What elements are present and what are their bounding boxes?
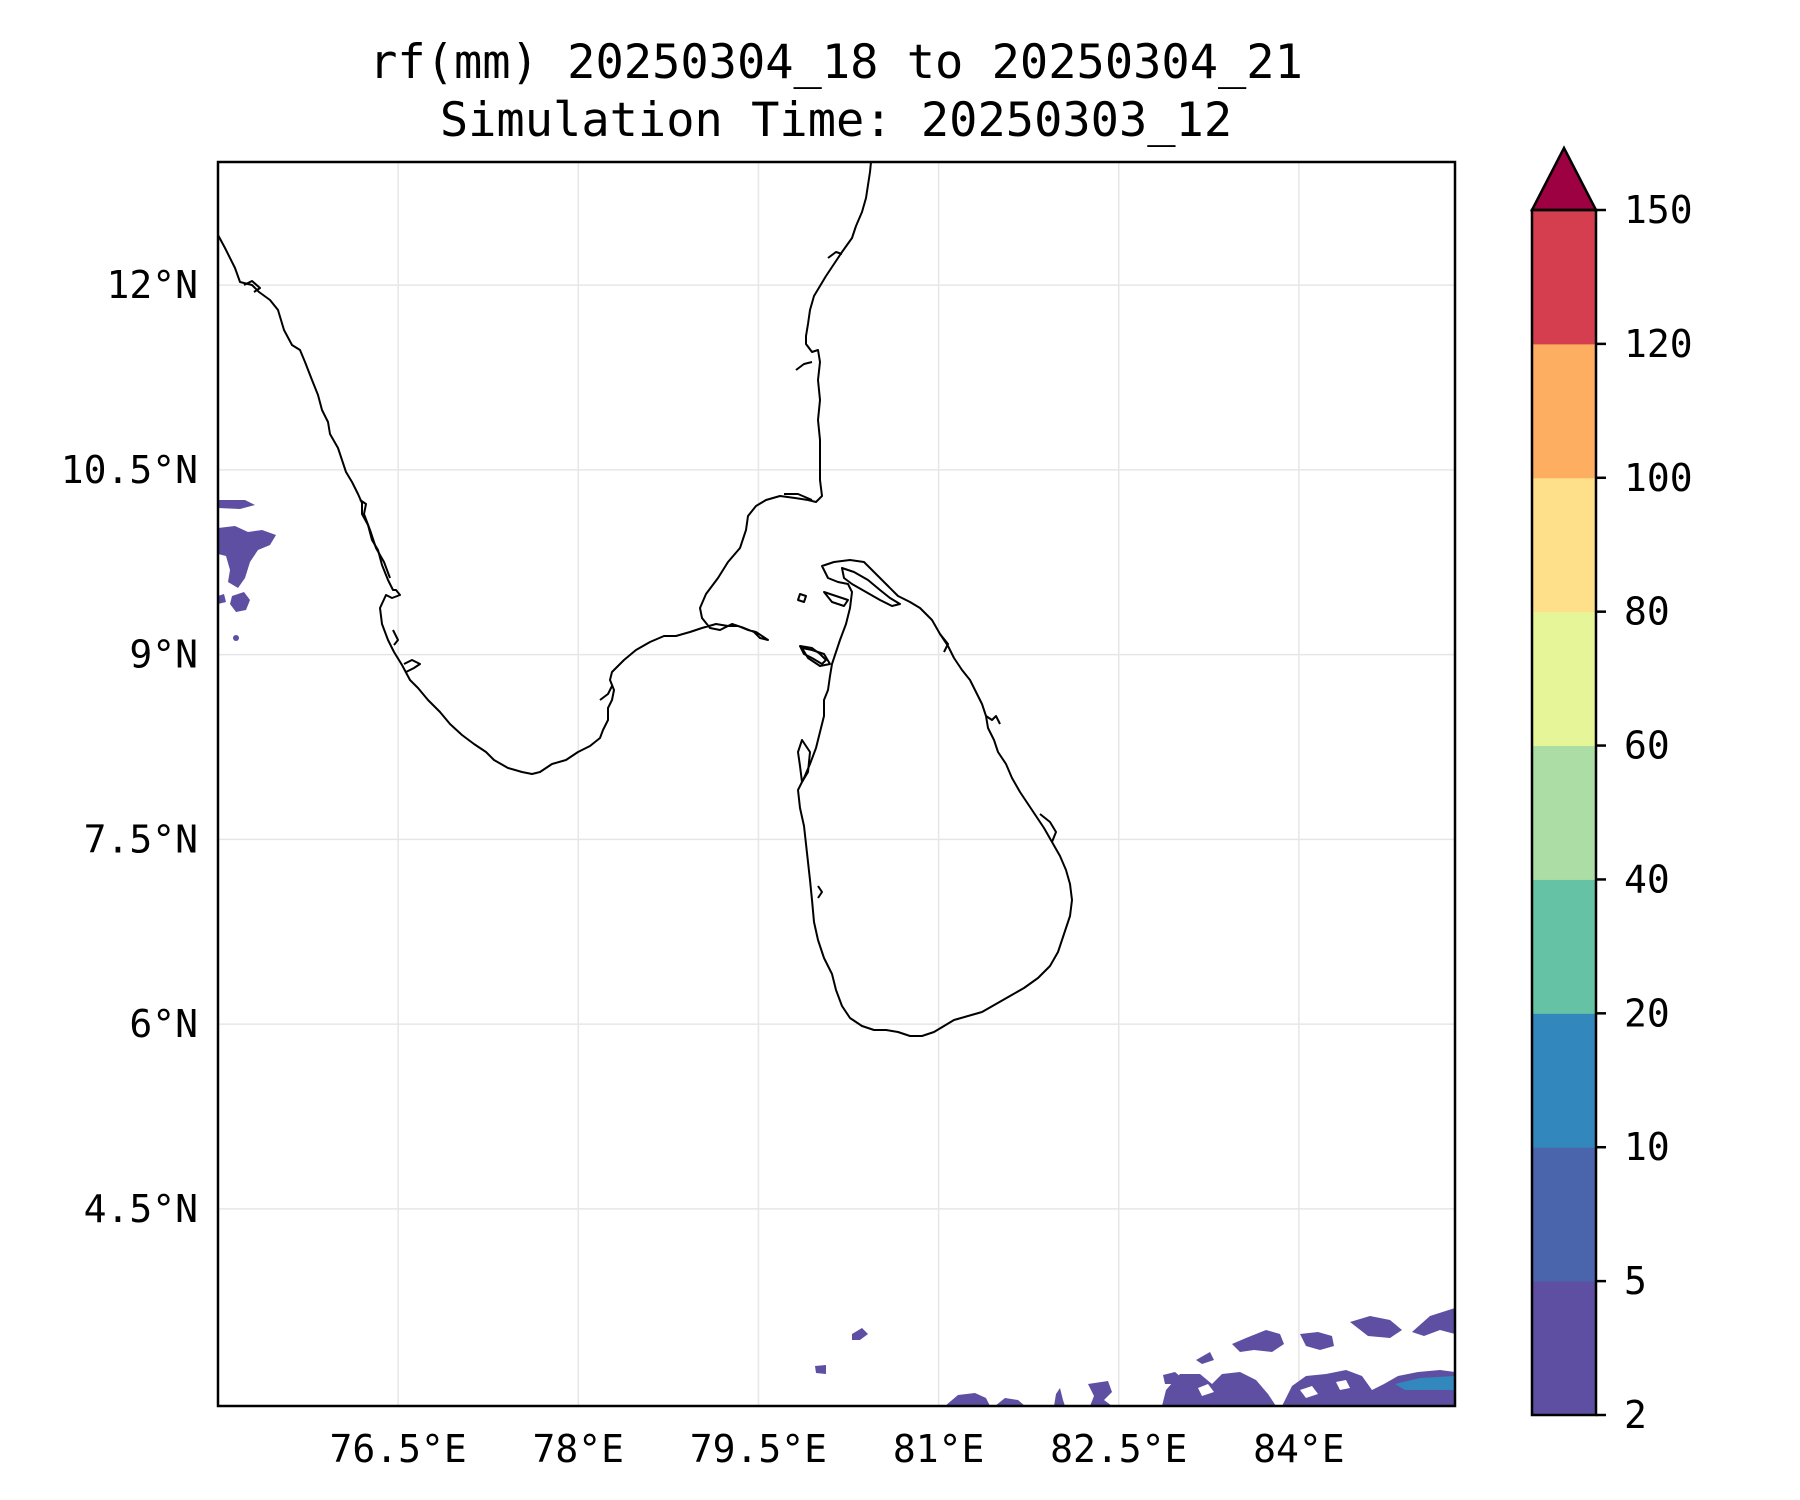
colorbar-frame <box>1530 208 1598 1417</box>
rain-patch-south-14 <box>1412 1308 1455 1336</box>
rain-patch-south-1 <box>852 1328 868 1340</box>
map-plot-area <box>216 160 1457 1408</box>
india-coast-detail-4 <box>403 659 421 673</box>
east-coast-detail-1 <box>939 633 949 653</box>
india-coast-detail-3 <box>392 629 399 646</box>
rain-patch-medium <box>1395 1376 1455 1390</box>
india-coast-detail-2 <box>359 499 391 579</box>
colorbar-tick-label: 60 <box>1624 724 1670 768</box>
colorbar-tick-label: 10 <box>1624 1125 1670 1169</box>
colorbar-extend-triangle <box>1529 145 1599 212</box>
rain-patch-south-2 <box>815 1365 826 1374</box>
india-coast-detail-7 <box>795 361 813 371</box>
puttalam-lagoon <box>797 739 811 783</box>
y-tick-label: 6°N <box>129 1002 198 1046</box>
jaffna-lagoon <box>841 567 901 607</box>
rain-patch-south-11 <box>1300 1332 1334 1350</box>
x-tick-label: 81°E <box>893 1427 985 1471</box>
colorbar-tick-label: 20 <box>1624 991 1670 1035</box>
rain-gap-2 <box>1198 1384 1214 1396</box>
colorbar-cells <box>1532 210 1596 1416</box>
rain-gap-3 <box>1336 1380 1350 1390</box>
india-coast-detail-5 <box>599 685 613 701</box>
colorbar-tick-label: 100 <box>1624 456 1693 500</box>
map-frame <box>216 160 1457 1408</box>
colorbar-tick-label: 5 <box>1624 1259 1647 1303</box>
colorbar-cell <box>1532 879 1596 1014</box>
colorbar-tick-label: 2 <box>1624 1393 1647 1437</box>
rain-dot-west <box>233 635 239 641</box>
india-coast-detail-1 <box>243 280 261 293</box>
rainfall-contours <box>218 500 1455 1406</box>
india-coast-detail-6 <box>784 493 813 501</box>
india-coastline <box>217 161 872 775</box>
colorbar-tick-label: 150 <box>1624 188 1693 232</box>
colorbar-tick-label: 80 <box>1624 590 1670 634</box>
east-coast-detail-2 <box>985 715 1001 725</box>
rain-patch-south-8 <box>1162 1372 1276 1406</box>
colorbar-cell <box>1532 1147 1596 1282</box>
rain-patch-south-6 <box>1088 1381 1112 1406</box>
east-coast-detail-3 <box>1039 813 1057 843</box>
colorbar-cell <box>1532 1281 1596 1416</box>
rain-patch-west-2 <box>218 526 276 588</box>
x-tick-label: 76.5°E <box>330 1427 467 1471</box>
y-axis-tick-labels: 12°N 10.5°N 9°N 7.5°N 6°N 4.5°N <box>61 263 198 1231</box>
rain-patch-south-5 <box>1054 1388 1065 1406</box>
rain-patch-south-13 <box>1350 1316 1402 1338</box>
colorbar-cell <box>1532 210 1596 345</box>
rain-gap-1 <box>1300 1386 1318 1398</box>
colorbar-cell <box>1532 477 1596 613</box>
colorbar-cell <box>1532 745 1596 880</box>
colorbar-cell <box>1532 343 1596 479</box>
x-tick-label: 84°E <box>1253 1427 1345 1471</box>
y-tick-label: 4.5°N <box>84 1187 198 1231</box>
x-tick-label: 79.5°E <box>690 1427 827 1471</box>
sri-lanka-coastline <box>797 559 1073 1037</box>
map-gridlines <box>218 162 1455 1406</box>
figure-title-line1: rf(mm) 20250304_18 to 20250304_21 <box>369 35 1303 90</box>
rain-patch-west-4 <box>218 594 226 604</box>
y-tick-label: 9°N <box>129 633 198 677</box>
x-tick-label: 82.5°E <box>1050 1427 1187 1471</box>
islet-1 <box>797 593 807 603</box>
rain-patch-south-3 <box>945 1393 990 1406</box>
y-tick-label: 7.5°N <box>84 817 198 861</box>
colorbar: 2 5 10 20 40 60 80 100 120 150 <box>1529 145 1693 1437</box>
y-tick-label: 10.5°N <box>61 448 198 492</box>
map-background <box>218 162 1455 1406</box>
jaffna-islands <box>823 591 849 607</box>
mannar-island <box>801 647 831 667</box>
colorbar-tick-labels: 2 5 10 20 40 60 80 100 120 150 <box>1596 188 1693 1437</box>
india-coast-detail-8 <box>827 251 843 259</box>
rain-patch-south-12 <box>1282 1370 1455 1406</box>
rain-patch-west-1 <box>218 500 255 509</box>
figure-title-line2: Simulation Time: 20250303_12 <box>440 93 1232 148</box>
rain-patch-south-10 <box>1232 1330 1284 1352</box>
colorbar-cell <box>1532 611 1596 747</box>
rain-patch-south-9 <box>1196 1352 1214 1364</box>
rain-patch-west-3 <box>230 592 250 612</box>
coastlines <box>217 161 1073 1037</box>
x-axis-tick-labels: 76.5°E 78°E 79.5°E 81°E 82.5°E 84°E <box>330 1427 1345 1471</box>
west-coast-detail <box>817 885 823 899</box>
x-tick-label: 78°E <box>533 1427 625 1471</box>
colorbar-tick-label: 120 <box>1624 322 1693 366</box>
y-tick-label: 12°N <box>106 263 198 307</box>
colorbar-tick-label: 40 <box>1624 857 1670 901</box>
rain-patch-south-4 <box>995 1398 1025 1406</box>
colorbar-cell <box>1532 1013 1596 1148</box>
